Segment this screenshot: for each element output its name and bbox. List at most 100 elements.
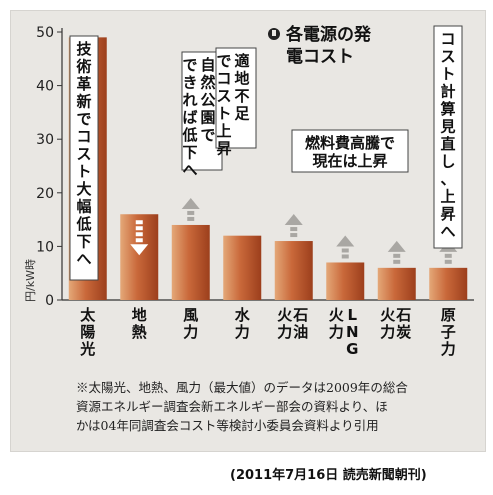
svg-text:足: 足	[234, 105, 250, 123]
bar	[223, 235, 262, 300]
svg-text:き: き	[182, 74, 197, 92]
svg-text:見: 見	[439, 118, 455, 136]
svg-text:低: 低	[75, 215, 91, 233]
svg-text:術: 術	[75, 58, 91, 76]
y-tick-label: 0	[45, 293, 54, 309]
svg-text:コ: コ	[76, 128, 91, 146]
svg-text:、: 、	[440, 170, 455, 188]
svg-text:自: 自	[200, 56, 215, 74]
category-label: 力	[441, 340, 456, 358]
category-label: 水	[235, 306, 251, 324]
svg-text:ス: ス	[76, 145, 91, 163]
arrow-up-icon	[284, 214, 303, 238]
footnote-line-1: ※太陽光、地熱、風力（最大値）のデータは2009年の総合	[76, 380, 408, 395]
category-label: 石	[292, 306, 308, 324]
category-label: 太	[80, 306, 96, 324]
category-label: 火	[329, 306, 345, 324]
category-label: 火	[380, 306, 396, 324]
chart-title-line-2: 電コスト	[286, 47, 354, 67]
arrow-up-icon	[181, 197, 200, 221]
y-axis-label: 円/kW時	[24, 259, 37, 302]
y-tick-label: 50	[36, 25, 54, 41]
svg-text:ト: ト	[216, 105, 231, 123]
category-label: 石	[395, 306, 411, 324]
arrow-down-icon	[130, 220, 149, 256]
category-label: 力	[329, 323, 344, 341]
category-label: L	[347, 306, 357, 324]
category-label: 力	[183, 323, 198, 341]
category-label: 炭	[396, 323, 411, 341]
svg-text:大: 大	[76, 180, 91, 198]
svg-text:下: 下	[76, 233, 91, 251]
arrow-up-icon	[336, 235, 355, 259]
svg-text:コ: コ	[440, 30, 455, 48]
svg-text:で: で	[200, 126, 215, 144]
svg-text:へ: へ	[182, 161, 197, 179]
svg-text:ト: ト	[76, 163, 91, 181]
y-tick-label: 40	[36, 79, 54, 95]
y-tick-label: 30	[36, 132, 54, 148]
arrow-up-icon	[387, 240, 406, 264]
svg-text:不: 不	[234, 87, 249, 105]
svg-text:算: 算	[440, 100, 455, 118]
svg-text:昇: 昇	[216, 140, 231, 158]
bar	[429, 267, 468, 300]
source-credit: (2011年7月16日 読売新聞朝刊)	[230, 468, 427, 483]
svg-text:革: 革	[76, 75, 91, 93]
bar	[274, 241, 313, 300]
category-label: G	[346, 340, 358, 358]
bar	[171, 224, 210, 300]
svg-text:ス: ス	[440, 48, 455, 66]
footnote-line-2: 資源エネルギー調査会新エネルギー部会の資料より、ほ	[76, 399, 388, 414]
category-label: 油	[293, 323, 308, 341]
y-tick-label: 10	[36, 239, 54, 255]
bar	[377, 267, 416, 300]
category-label: 原	[441, 306, 456, 324]
svg-text:公: 公	[200, 91, 215, 109]
svg-text:れ: れ	[182, 91, 197, 109]
svg-text:で: で	[182, 56, 197, 74]
svg-text:で: で	[76, 110, 91, 128]
category-label: N	[346, 323, 359, 341]
category-label: 風	[183, 306, 198, 324]
y-tick-label: 20	[36, 186, 54, 202]
svg-text:し: し	[440, 153, 455, 171]
svg-text:で: で	[216, 52, 231, 70]
category-label: 熱	[132, 323, 147, 341]
category-label: 陽	[80, 323, 95, 341]
svg-text:上: 上	[440, 188, 455, 206]
category-label: 子	[441, 323, 456, 341]
title-bulb-icon	[268, 28, 280, 40]
svg-text:直: 直	[440, 135, 455, 153]
svg-text:上: 上	[216, 122, 231, 140]
svg-text:然: 然	[200, 74, 215, 92]
svg-text:ス: ス	[216, 87, 231, 105]
category-label: 力	[277, 323, 292, 341]
svg-text:計: 計	[440, 83, 455, 101]
svg-text:へ: へ	[76, 250, 91, 268]
svg-text:技: 技	[76, 40, 92, 58]
svg-text:低: 低	[181, 126, 197, 144]
svg-text:コ: コ	[216, 70, 231, 88]
footnote-line-3: かは04年同調査会コスト等検討小委員会資料より引用	[76, 418, 379, 433]
svg-text:園: 園	[200, 109, 215, 127]
svg-text:下: 下	[182, 144, 197, 162]
category-label: 力	[235, 323, 250, 341]
chart-title: 各電源の発	[285, 24, 372, 45]
svg-text:適: 適	[234, 52, 249, 70]
svg-text:昇: 昇	[440, 205, 455, 223]
category-label: 火	[277, 306, 293, 324]
svg-text:燃料費高騰で: 燃料費高騰で	[305, 134, 395, 152]
bar	[326, 262, 365, 300]
svg-text:ト: ト	[440, 65, 455, 83]
svg-text:幅: 幅	[76, 198, 91, 216]
category-label: 光	[79, 340, 95, 358]
svg-text:へ: へ	[440, 223, 455, 241]
category-label: 地	[132, 306, 147, 324]
svg-text:地: 地	[234, 70, 249, 88]
